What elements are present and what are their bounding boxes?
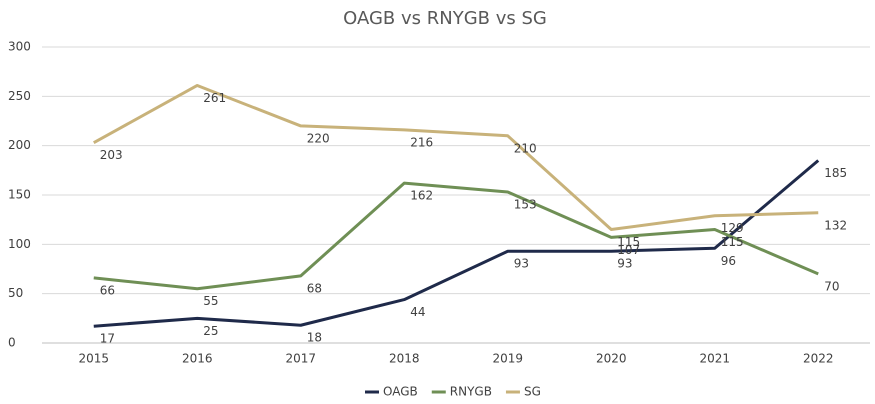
chart-title: OAGB vs RNYGB vs SG bbox=[343, 8, 547, 29]
legend-label: RNYGB bbox=[450, 385, 492, 399]
y-tick-label: 100 bbox=[8, 237, 31, 251]
x-tick-label: 2017 bbox=[285, 352, 316, 366]
data-label: 44 bbox=[410, 305, 425, 319]
data-label: 210 bbox=[514, 141, 537, 155]
data-label: 185 bbox=[824, 166, 847, 180]
x-tick-label: 2019 bbox=[492, 352, 523, 366]
x-tick-label: 2016 bbox=[182, 352, 213, 366]
data-label: 93 bbox=[514, 257, 529, 271]
data-label: 115 bbox=[721, 235, 744, 249]
data-label: 96 bbox=[721, 254, 736, 268]
data-label: 17 bbox=[100, 332, 115, 346]
series-line bbox=[93, 181, 819, 291]
y-tick-label: 300 bbox=[8, 40, 31, 54]
data-label: 70 bbox=[824, 279, 839, 293]
data-label: 203 bbox=[100, 148, 123, 162]
data-label: 115 bbox=[617, 235, 640, 249]
y-tick-label: 200 bbox=[8, 138, 31, 152]
data-label: 261 bbox=[203, 91, 226, 105]
data-label: 25 bbox=[203, 324, 218, 338]
x-tick-label: 2018 bbox=[389, 352, 420, 366]
legend-label: OAGB bbox=[383, 385, 418, 399]
data-label: 132 bbox=[824, 218, 847, 232]
data-label: 162 bbox=[410, 189, 433, 203]
data-label: 93 bbox=[617, 257, 632, 271]
data-label: 216 bbox=[410, 135, 433, 149]
data-label: 220 bbox=[307, 131, 330, 145]
data-label: 129 bbox=[721, 221, 744, 235]
data-label: 68 bbox=[307, 281, 322, 295]
data-label: 55 bbox=[203, 294, 218, 308]
y-tick-label: 50 bbox=[8, 286, 23, 300]
data-label: 153 bbox=[514, 198, 537, 212]
data-label: 18 bbox=[307, 331, 322, 345]
y-tick-label: 250 bbox=[8, 89, 31, 103]
legend-label: SG bbox=[524, 385, 541, 399]
x-tick-label: 2021 bbox=[699, 352, 730, 366]
x-tick-label: 2022 bbox=[803, 352, 834, 366]
x-tick-label: 2015 bbox=[78, 352, 109, 366]
series-line bbox=[93, 159, 820, 328]
y-tick-label: 150 bbox=[8, 188, 31, 202]
x-tick-label: 2020 bbox=[596, 352, 627, 366]
legend: OAGB RNYGB SG bbox=[365, 385, 541, 399]
y-tick-label: 0 bbox=[8, 336, 16, 350]
data-label: 107 bbox=[617, 243, 640, 257]
series-line bbox=[93, 83, 819, 232]
data-label: 66 bbox=[100, 283, 115, 297]
